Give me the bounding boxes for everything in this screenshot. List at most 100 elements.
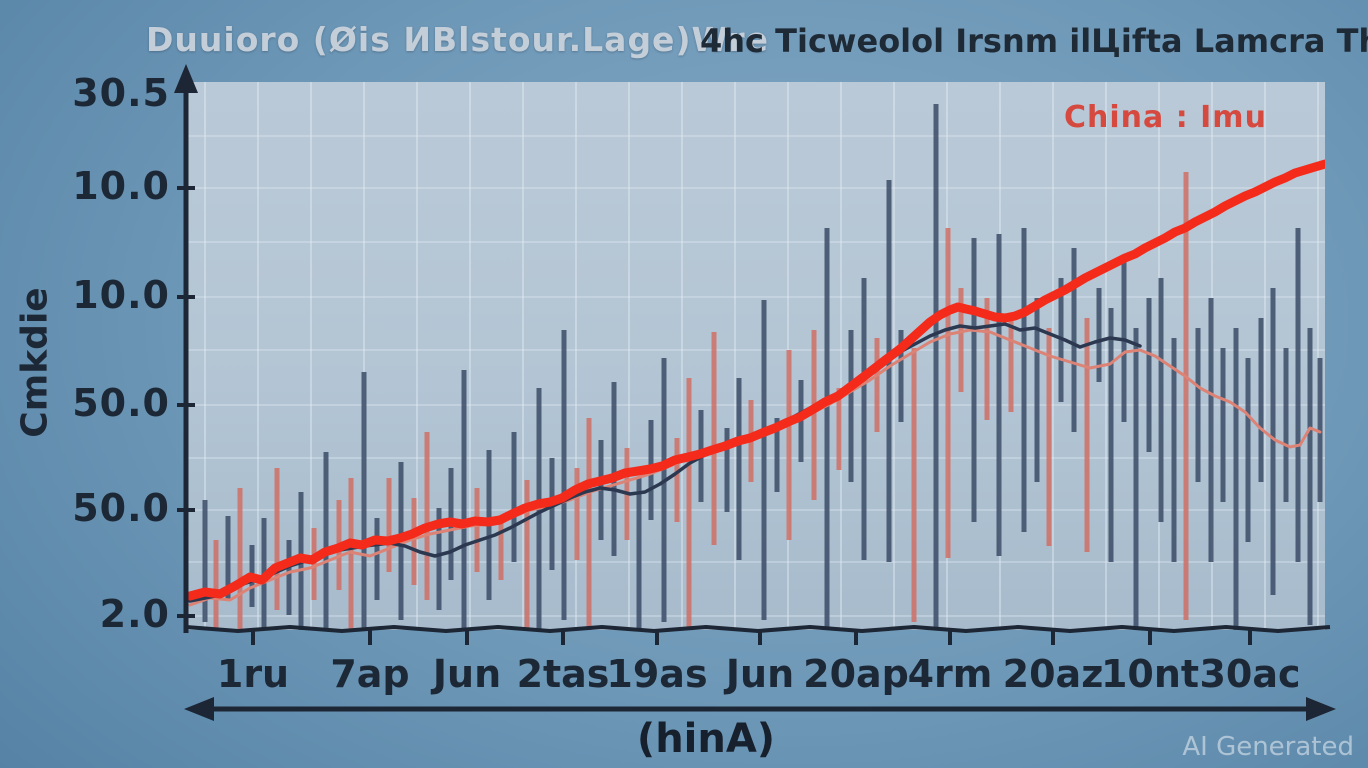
bar — [761, 300, 767, 620]
bar — [786, 350, 792, 540]
bar — [861, 278, 867, 560]
bar — [274, 468, 280, 610]
y-tick-label-1: 10.0 — [72, 164, 170, 208]
bar — [933, 104, 939, 630]
bar — [436, 508, 442, 610]
bar — [824, 228, 830, 630]
bar — [971, 238, 977, 522]
bar — [1317, 358, 1323, 502]
bottom-arrow-right — [1306, 697, 1336, 721]
bar — [1133, 328, 1139, 630]
chart-subtitle: Duuioro (Øis ИBlstour.Lage)Wre — [146, 20, 770, 59]
bar — [323, 452, 329, 630]
bar — [1270, 288, 1276, 595]
bar — [424, 432, 430, 600]
x-tick-label-9: 10nt — [1100, 652, 1200, 696]
x-tick-label-7: 4rm — [907, 652, 993, 696]
bar — [958, 288, 964, 392]
bottom-arrow-left — [184, 697, 214, 721]
x-tick-label-1: 7ap — [330, 652, 410, 696]
y-axis-title: Cmkdie — [14, 287, 56, 438]
bar — [611, 382, 617, 556]
bar — [848, 330, 854, 482]
x-tick-label-4: 19as — [606, 652, 708, 696]
y-tick-label-5: 2.0 — [99, 592, 170, 636]
bar — [1158, 278, 1164, 522]
bar — [886, 180, 892, 562]
bar — [1096, 288, 1102, 382]
bar — [511, 432, 517, 562]
bar — [549, 458, 555, 570]
bar — [984, 298, 990, 420]
y-tick-label-2: 10.0 — [72, 273, 170, 317]
y-tick-label-3: 50.0 — [72, 381, 170, 425]
bar — [386, 478, 392, 572]
bar — [1034, 298, 1040, 482]
bar — [474, 488, 480, 572]
bar — [1307, 328, 1313, 625]
bar — [1071, 248, 1077, 432]
bar — [498, 518, 504, 580]
bar — [461, 370, 467, 630]
bar — [1233, 328, 1239, 630]
bar — [724, 428, 730, 512]
x-tick-label-6: 20ap — [803, 652, 909, 696]
bar — [711, 332, 717, 545]
bar — [661, 358, 667, 622]
bar — [1183, 172, 1189, 620]
bar — [811, 330, 817, 500]
bar — [736, 378, 742, 560]
x-tick-label-2: Jun — [432, 652, 502, 696]
x-tick-label-3: 2tas — [516, 652, 610, 696]
ai-generated-watermark: AI Generated — [1182, 732, 1354, 762]
bar — [1171, 338, 1177, 562]
legend-label: China : Imu — [1064, 100, 1267, 135]
bar — [1258, 318, 1264, 482]
x-tick-label-10: 30ac — [1199, 652, 1301, 696]
chart-title: 4hc Ticweolol Irsnm ilЦifta Lamcra Thist… — [700, 22, 1368, 60]
bar — [225, 516, 231, 600]
x-tick-label-5: Jun — [725, 652, 795, 696]
bar — [1021, 228, 1027, 532]
bar — [636, 478, 642, 630]
bar — [202, 500, 208, 622]
bar — [1084, 318, 1090, 552]
y-tick-label-4: 50.0 — [72, 486, 170, 530]
bar — [1295, 228, 1301, 562]
bar — [361, 372, 367, 630]
y-tick-label-0: 30.5 — [72, 71, 170, 115]
bar — [1245, 358, 1251, 542]
bar — [686, 378, 692, 630]
bar — [524, 480, 530, 630]
bar — [286, 540, 292, 615]
y-axis-arrow — [174, 64, 198, 93]
series-line-0 — [186, 159, 1325, 601]
bar — [774, 418, 780, 492]
bar — [1108, 308, 1114, 562]
bar — [348, 478, 354, 630]
bar — [836, 388, 842, 470]
bar — [586, 418, 592, 630]
bar — [1220, 348, 1226, 502]
bar — [911, 348, 917, 622]
bar — [674, 438, 680, 522]
bar — [1008, 318, 1014, 412]
bar — [237, 488, 243, 630]
bar — [945, 228, 951, 558]
x-axis-title: (hinA) — [636, 716, 776, 762]
axes — [174, 64, 1336, 721]
bar — [374, 518, 380, 600]
bar — [213, 540, 219, 630]
bar — [411, 498, 417, 585]
x-tick-label-8: 20az — [1002, 652, 1104, 696]
bar — [561, 330, 567, 620]
bar — [574, 468, 580, 560]
bar — [1283, 348, 1289, 502]
bar — [1195, 328, 1201, 482]
bar — [1046, 328, 1052, 546]
bar — [874, 338, 880, 432]
bar — [996, 234, 1002, 556]
bar — [1146, 298, 1152, 452]
